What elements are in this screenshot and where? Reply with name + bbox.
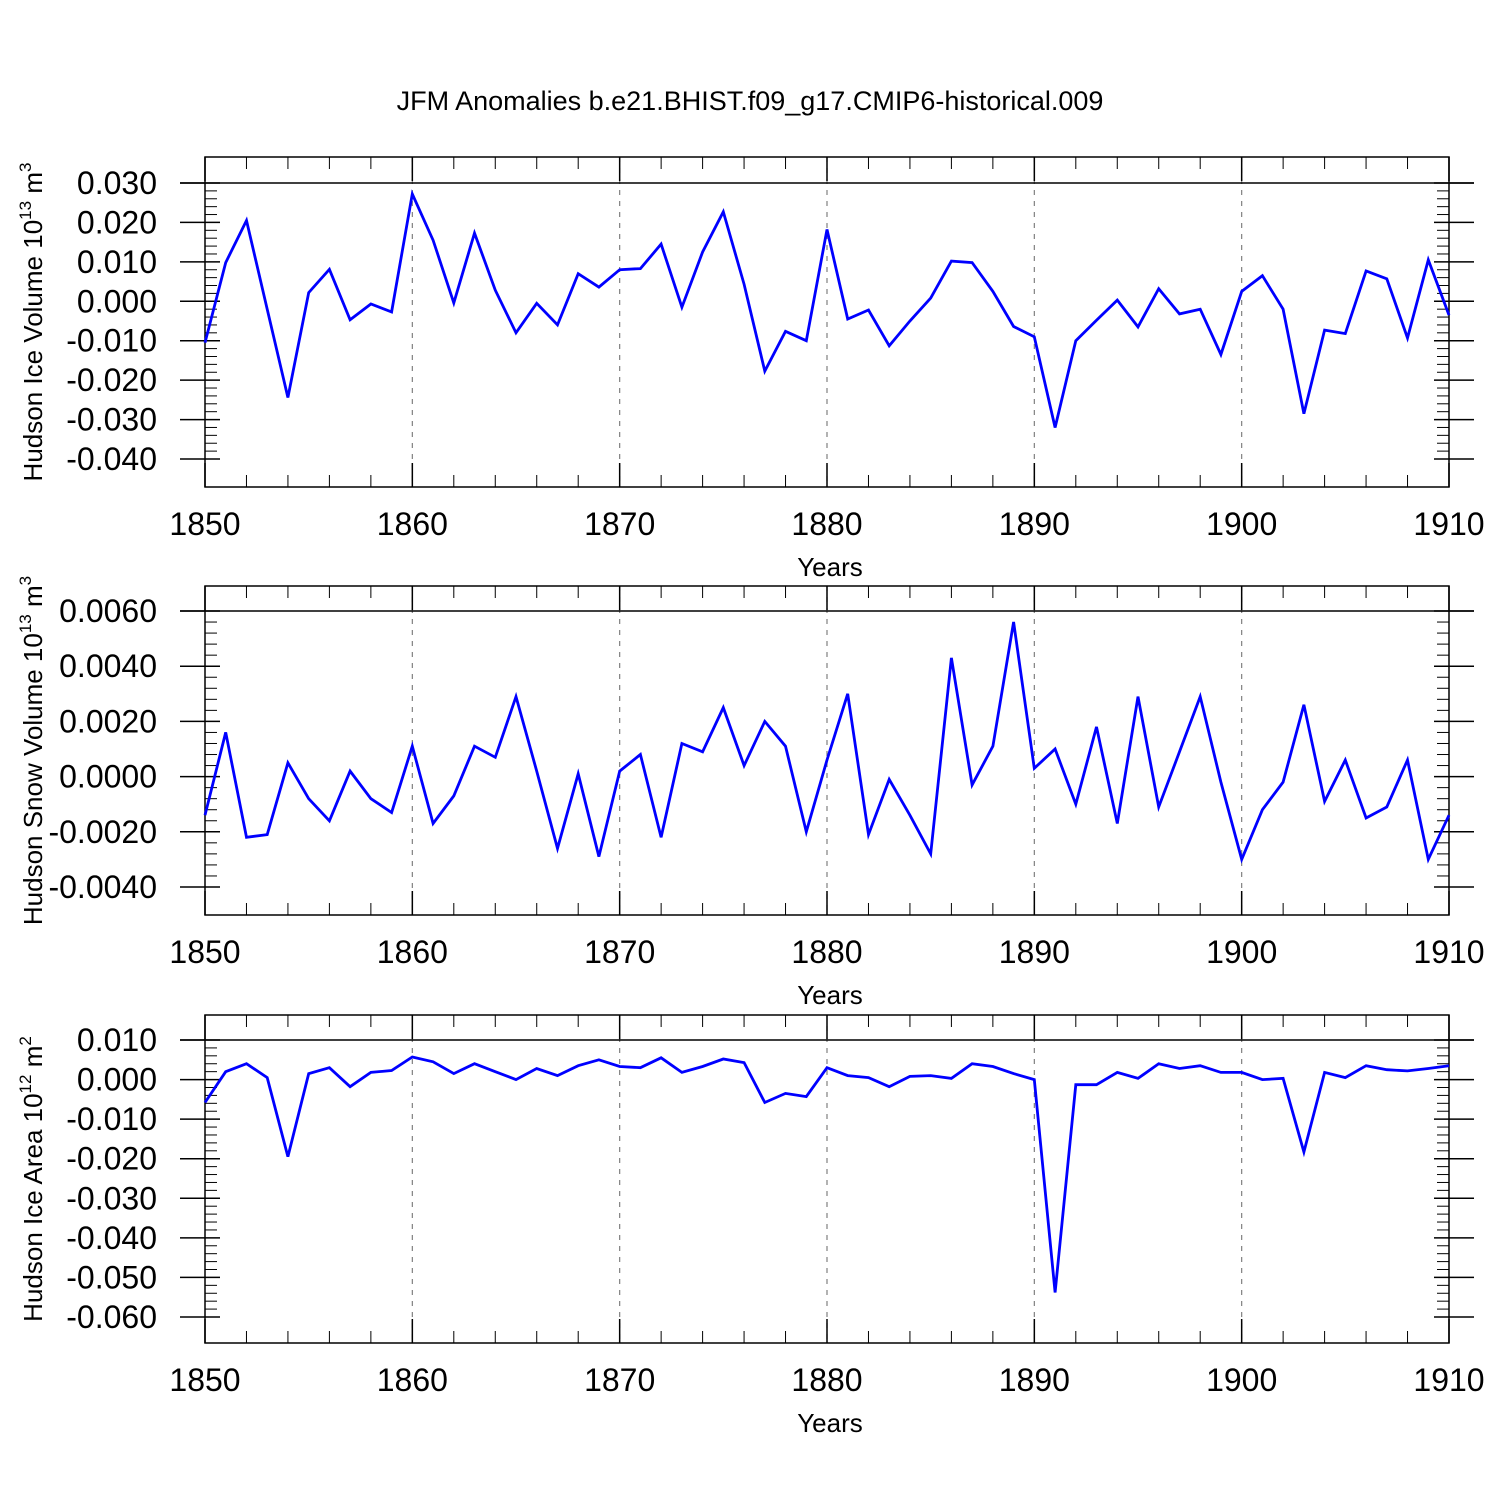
x-tick-label: 1890 xyxy=(999,506,1070,542)
y-axis-label-unit: m xyxy=(18,1046,48,1075)
x-axis-label: Years xyxy=(797,980,863,1010)
x-tick-label: 1880 xyxy=(791,934,862,970)
series-line xyxy=(203,1055,1450,1293)
chart-panels: -0.040-0.030-0.020-0.0100.0000.0100.0200… xyxy=(16,156,1485,1438)
y-tick-label: 0.0000 xyxy=(59,759,157,795)
y-axis-label: Hudson Ice Volume 1013 m3 xyxy=(16,163,48,482)
y-tick-label: 0.010 xyxy=(77,244,157,280)
y-tick-label: 0.010 xyxy=(77,1022,157,1058)
y-axis-label-text: Hudson Snow Volume 10 xyxy=(18,633,48,925)
x-tick-label: 1890 xyxy=(999,934,1070,970)
y-tick-label: -0.020 xyxy=(66,362,157,398)
y-tick-label: -0.010 xyxy=(66,323,157,359)
chart-panel-1: -0.040-0.030 -0.020-0.010 0.0000.010 0.0200… xyxy=(16,156,1485,582)
y-tick-label: 0.0060 xyxy=(59,593,157,629)
series-line xyxy=(203,189,1451,428)
x-tick-label: 1890 xyxy=(999,1362,1070,1398)
x-tick-label: 1910 xyxy=(1413,1362,1484,1398)
x-tick-label: 1910 xyxy=(1413,934,1484,970)
y-axis-label-text: Hudson Ice Area 10 xyxy=(18,1093,48,1321)
y-tick-label: -0.050 xyxy=(66,1259,157,1295)
y-axis-label-unit: m xyxy=(18,585,48,614)
y-tick-label: 0.000 xyxy=(77,1062,157,1098)
x-tick-label: 1900 xyxy=(1206,506,1277,542)
y-axis-label-exponent: 13 xyxy=(16,201,35,220)
x-axis-label: Years xyxy=(797,1408,863,1438)
y-tick-label: -0.040 xyxy=(66,1220,157,1256)
x-tick-label: 1910 xyxy=(1413,506,1484,542)
chart-panel-3: -0.060 -0.050-0.040 -0.030-0.020 -0.0100.00… xyxy=(16,1014,1485,1438)
x-tick-label: 1850 xyxy=(169,1362,240,1398)
x-tick-label: 1870 xyxy=(584,1362,655,1398)
x-tick-label: 1870 xyxy=(584,506,655,542)
y-tick-label: -0.0020 xyxy=(48,814,157,850)
x-tick-label: 1880 xyxy=(791,506,862,542)
y-tick-label: -0.040 xyxy=(66,441,157,477)
x-tick-label: 1850 xyxy=(169,506,240,542)
y-tick-label: 0.0020 xyxy=(59,703,157,739)
series-line xyxy=(203,621,1451,864)
x-tick-label: 1860 xyxy=(377,506,448,542)
y-axis-label: Hudson Snow Volume 1013 m3 xyxy=(16,576,48,925)
figure-title: JFM Anomalies b.e21.BHIST.f09_g17.CMIP6-… xyxy=(397,86,1104,116)
x-tick-label: 1880 xyxy=(791,1362,862,1398)
y-tick-label: 0.000 xyxy=(77,283,157,319)
y-tick-label: 0.020 xyxy=(77,204,157,240)
y-axis-label-unit: m xyxy=(18,172,48,201)
x-tick-label: 1860 xyxy=(377,934,448,970)
x-tick-label: 1870 xyxy=(584,934,655,970)
x-tick-label: 1900 xyxy=(1206,934,1277,970)
y-axis-label-unit-exponent: 3 xyxy=(16,163,35,172)
y-axis-label-exponent: 13 xyxy=(16,614,35,633)
x-tick-label: 1850 xyxy=(169,934,240,970)
y-tick-label: 0.0040 xyxy=(59,648,157,684)
chart-panel-2: -0.0040 -0.0020 0.0000 0.0020 0.0040 0.0060 18… xyxy=(16,576,1485,1010)
x-tick-label: 1900 xyxy=(1206,1362,1277,1398)
y-axis-label-unit-exponent: 2 xyxy=(16,1036,35,1045)
y-tick-label: -0.010 xyxy=(66,1101,157,1137)
y-tick-label: 0.030 xyxy=(77,165,157,201)
y-axis-label-text: Hudson Ice Volume 10 xyxy=(18,220,48,482)
y-tick-label: -0.060 xyxy=(66,1299,157,1335)
y-tick-label: -0.030 xyxy=(66,402,157,438)
y-tick-label: -0.0040 xyxy=(48,869,157,905)
y-axis-label-exponent: 12 xyxy=(16,1075,35,1094)
x-axis-label: Years xyxy=(797,552,863,582)
y-axis-label: Hudson Ice Area 1012 m2 xyxy=(16,1036,48,1322)
y-axis-label-unit-exponent: 3 xyxy=(16,576,35,585)
y-tick-label: -0.020 xyxy=(66,1141,157,1177)
y-tick-label: -0.030 xyxy=(66,1180,157,1216)
x-tick-label: 1860 xyxy=(377,1362,448,1398)
